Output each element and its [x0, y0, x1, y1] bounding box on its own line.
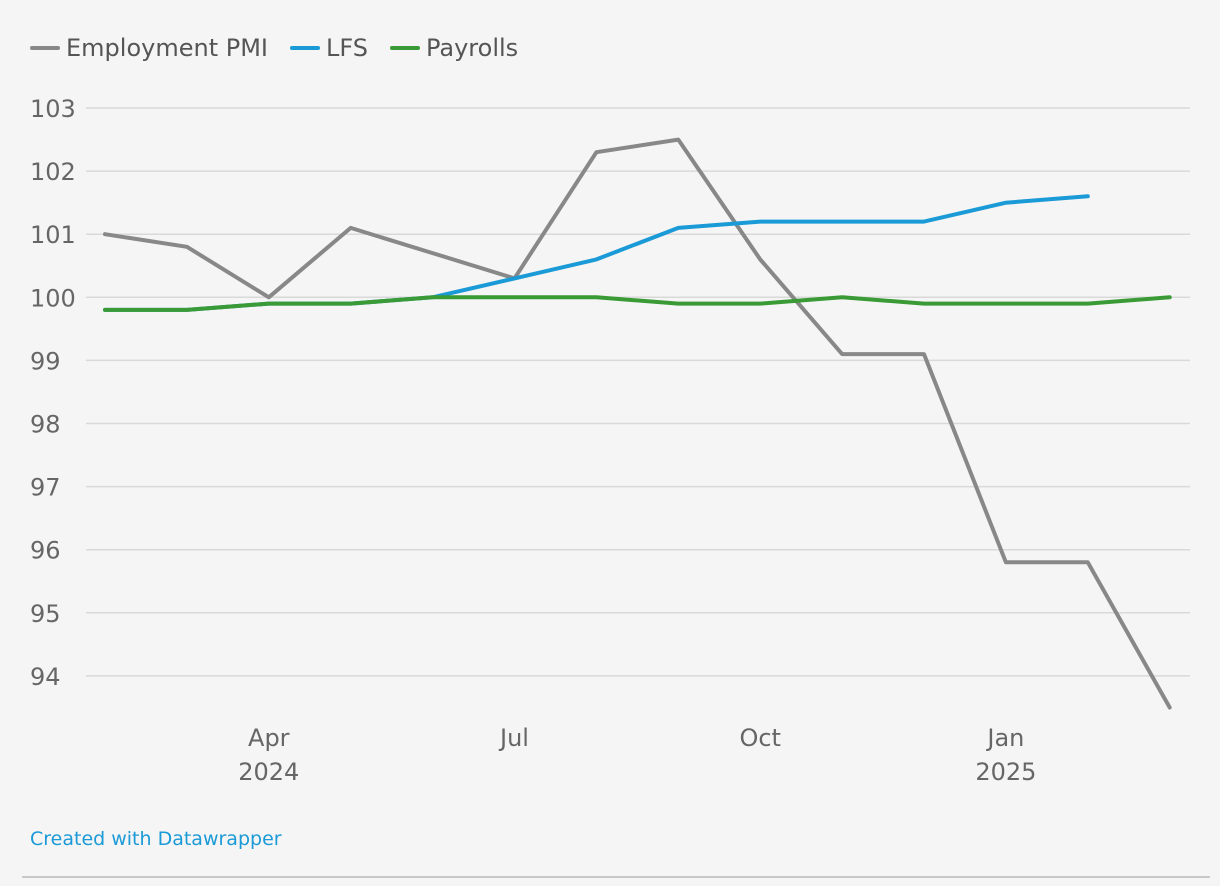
data-point-payrolls-11 [1004, 302, 1008, 306]
datawrapper-credit-link[interactable]: Created with Datawrapper [30, 828, 282, 850]
data-point-payrolls-3 [349, 302, 353, 306]
legend-label-employment-pmi: Employment PMI [66, 34, 268, 62]
x-tick-sublabel-2025: 2025 [975, 758, 1036, 786]
legend-swatch-lfs [289, 46, 320, 50]
data-point-employment-pmi-7 [676, 138, 680, 142]
data-point-payrolls-13 [1168, 295, 1172, 299]
chart-legend: Employment PMI LFS Payrolls [30, 34, 540, 62]
data-point-payrolls-12 [1086, 302, 1090, 306]
data-point-payrolls-6 [594, 295, 598, 299]
legend-label-lfs: LFS [325, 34, 368, 62]
series-line-employment-pmi [103, 137, 1172, 710]
x-tick-label-jul: Jul [498, 724, 529, 752]
legend-label-payrolls: Payrolls [425, 34, 519, 62]
data-point-payrolls-1 [185, 308, 189, 312]
data-point-employment-pmi-8 [758, 257, 762, 261]
series-line-lfs [103, 194, 1090, 312]
data-point-payrolls-9 [840, 295, 844, 299]
data-point-payrolls-7 [676, 302, 680, 306]
data-point-employment-pmi-12 [1086, 560, 1090, 564]
x-tick-label-oct: Oct [739, 724, 781, 752]
data-point-lfs-5 [513, 276, 517, 280]
legend-swatch-employment-pmi [30, 46, 60, 50]
data-point-lfs-7 [676, 226, 680, 230]
y-tick-label-95: 95 [30, 600, 61, 628]
data-point-employment-pmi-2 [267, 295, 271, 299]
data-point-payrolls-8 [758, 302, 762, 306]
y-tick-label-99: 99 [30, 347, 61, 375]
y-tick-label-103: 103 [30, 95, 76, 123]
data-point-lfs-10 [922, 220, 926, 224]
data-point-employment-pmi-11 [1004, 560, 1008, 564]
y-tick-label-102: 102 [30, 158, 76, 186]
y-tick-label-96: 96 [30, 537, 61, 565]
data-point-payrolls-10 [922, 302, 926, 306]
data-point-employment-pmi-3 [349, 226, 353, 230]
y-tick-label-101: 101 [30, 221, 76, 249]
data-point-employment-pmi-10 [922, 352, 926, 356]
data-point-lfs-12 [1086, 194, 1090, 198]
data-point-lfs-9 [840, 220, 844, 224]
x-tick-label-jan: Jan [985, 724, 1024, 752]
legend-item-payrolls[interactable]: Payrolls [389, 34, 519, 62]
legend-item-employment-pmi[interactable]: Employment PMI [30, 34, 268, 62]
data-point-payrolls-4 [431, 295, 435, 299]
data-point-payrolls-0 [103, 308, 107, 312]
data-point-payrolls-5 [513, 295, 517, 299]
x-tick-sublabel-2024: 2024 [238, 758, 299, 786]
data-point-employment-pmi-9 [840, 352, 844, 356]
series-line-payrolls [103, 295, 1172, 312]
x-tick-label-apr: Apr [248, 724, 290, 752]
data-point-employment-pmi-0 [103, 232, 107, 236]
data-point-employment-pmi-6 [594, 150, 598, 154]
legend-swatch-payrolls [389, 46, 420, 50]
data-point-employment-pmi-1 [185, 245, 189, 249]
legend-item-lfs[interactable]: LFS [289, 34, 368, 62]
data-point-lfs-8 [758, 220, 762, 224]
data-point-payrolls-2 [267, 302, 271, 306]
footer-divider [22, 876, 1210, 878]
y-tick-label-100: 100 [30, 284, 76, 312]
data-point-employment-pmi-4 [431, 251, 435, 255]
y-tick-label-94: 94 [30, 663, 61, 691]
y-tick-label-98: 98 [30, 411, 61, 439]
data-point-employment-pmi-13 [1168, 705, 1172, 709]
data-point-lfs-11 [1004, 201, 1008, 205]
data-point-lfs-6 [594, 257, 598, 261]
y-tick-label-97: 97 [30, 474, 61, 502]
